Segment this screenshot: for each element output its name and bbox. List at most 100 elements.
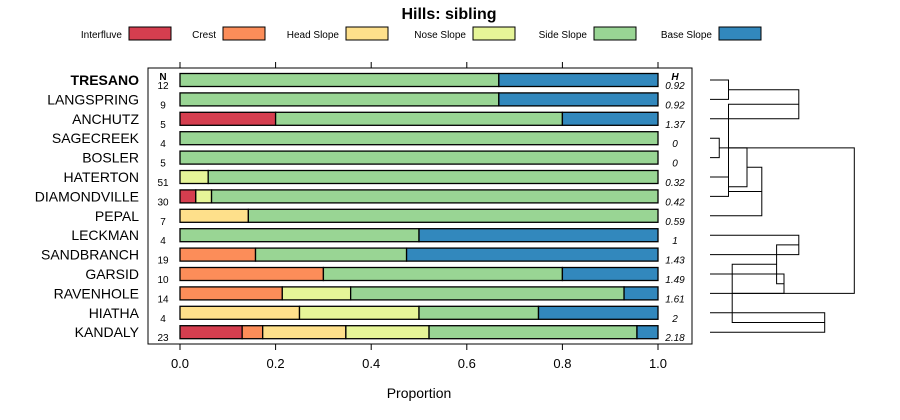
row-label-tresano: TRESANO <box>71 72 140 88</box>
row-label-kandaly: KANDALY <box>75 324 140 340</box>
bar-segment-base-slope <box>498 72 659 88</box>
bar-segment-base-slope <box>561 266 659 282</box>
x-axis-label: Proportion <box>387 385 452 401</box>
row-h-value: 0 <box>672 159 678 170</box>
row-n-value: 19 <box>157 256 169 267</box>
bar-segment-base-slope <box>537 305 659 320</box>
bar-segment-base-slope <box>418 228 659 243</box>
bar-segment-crest <box>179 247 257 262</box>
row-h-value: 0.92 <box>665 100 685 111</box>
legend-swatch-head-slope <box>345 26 389 41</box>
row-h-value: 0.32 <box>665 178 685 189</box>
row-h-value: 2 <box>671 314 678 325</box>
row-h-value: 1.43 <box>665 256 685 267</box>
h-column-header: H <box>671 72 679 83</box>
dendrogram-branch <box>719 147 748 188</box>
x-tick-label: 0.4 <box>362 356 380 371</box>
row-n-value: 9 <box>160 100 166 111</box>
bar-segment-base-slope <box>561 111 659 126</box>
n-column-header: N <box>159 72 166 83</box>
row-label-sandbranch: SANDBRANCH <box>41 247 139 263</box>
row-label-garsid: GARSID <box>85 266 139 282</box>
row-n-value: 30 <box>157 197 169 208</box>
row-label-pepal: PEPAL <box>95 208 139 224</box>
x-tick-label: 0.2 <box>267 356 285 371</box>
bar-segment-base-slope <box>498 92 659 107</box>
row-n-value: 4 <box>160 314 166 325</box>
legend-swatch-base-slope <box>718 26 762 41</box>
bar-segment-side-slope <box>322 266 564 282</box>
bar-segment-side-slope <box>247 208 659 223</box>
legend-label-nose-slope: Nose Slope <box>414 30 466 41</box>
bar-segment-nose-slope <box>179 169 209 185</box>
bar-segment-side-slope <box>210 189 659 204</box>
row-h-value: 2.18 <box>664 333 685 344</box>
legend-label-head-slope: Head Slope <box>287 30 340 41</box>
bar-segment-side-slope <box>349 286 625 301</box>
row-label-langspring: LANGSPRING <box>47 91 139 107</box>
bar-segment-head-slope <box>262 325 347 340</box>
row-n-value: 12 <box>157 81 169 92</box>
row-n-value: 5 <box>160 159 166 170</box>
row-h-value: 0 <box>672 139 678 150</box>
legend-label-interfluve: Interfluve <box>81 30 123 41</box>
row-label-haterton: HATERTON <box>64 169 139 185</box>
row-n-value: 4 <box>160 139 166 150</box>
plot-frame <box>147 67 693 345</box>
row-h-value: 0.92 <box>665 81 685 92</box>
dendrogram-branch <box>710 79 729 100</box>
bar-segment-side-slope <box>179 92 500 107</box>
bar-segment-interfluve <box>179 189 197 204</box>
bar-segment-nose-slope <box>195 189 213 204</box>
x-tick-label: 1.0 <box>649 356 667 371</box>
legend-label-base-slope: Base Slope <box>661 30 713 41</box>
legend: Interfluve Crest Head Slope Nose Slope Side … <box>81 26 762 41</box>
row-label-ravenhole: RAVENHOLE <box>54 285 139 301</box>
row-h-value: 1.61 <box>665 294 684 305</box>
bar-segment-side-slope <box>179 150 659 165</box>
bar-segment-nose-slope <box>345 325 430 340</box>
bar-segment-nose-slope <box>281 286 352 301</box>
row-n-value: 23 <box>157 333 169 344</box>
bar-segment-interfluve <box>179 111 277 126</box>
bar-segment-side-slope <box>207 169 659 185</box>
dendrogram-branch <box>728 147 855 294</box>
x-tick-label: 0.8 <box>553 356 571 371</box>
row-h-value: 1.49 <box>665 275 685 286</box>
row-n-value: 10 <box>157 275 169 286</box>
dendrogram-branch <box>710 176 729 197</box>
row-label-bosler: BOSLER <box>82 150 139 166</box>
bar-segment-crest <box>179 286 283 301</box>
chart-title: Hills: sibling <box>401 6 496 23</box>
legend-swatch-nose-slope <box>472 26 516 41</box>
bar-segment-crest <box>241 325 264 340</box>
row-h-value: 1.37 <box>665 120 685 131</box>
bar-segment-side-slope <box>418 305 540 320</box>
bar-segment-side-slope <box>179 131 659 146</box>
row-h-value: 1 <box>672 236 678 247</box>
row-label-leckman: LECKMAN <box>71 227 139 243</box>
row-label-anchutz: ANCHUTZ <box>72 111 139 127</box>
dendrogram-branch <box>776 244 799 285</box>
dendrogram-branch <box>710 273 785 294</box>
bar-segment-side-slope <box>179 228 420 243</box>
row-n-value: 14 <box>157 294 169 305</box>
row-label-diamondville: DIAMONDVILLE <box>35 188 139 204</box>
row-n-value: 7 <box>160 217 166 228</box>
bar-segment-head-slope <box>179 208 250 223</box>
row-n-value: 4 <box>160 236 166 247</box>
row-h-value: 0.42 <box>665 197 685 208</box>
x-tick-label: 0.6 <box>458 356 476 371</box>
bar-segment-base-slope <box>405 247 659 262</box>
bar-segment-nose-slope <box>298 305 420 320</box>
bar-segment-crest <box>179 266 325 282</box>
x-axis: 0.0 0.2 0.4 0.6 0.8 1.0 <box>171 62 667 371</box>
legend-swatch-interfluve <box>128 26 172 41</box>
legend-label-side-slope: Side Slope <box>539 30 588 41</box>
row-n-value: 51 <box>157 178 169 189</box>
dendrogram-branch <box>710 137 720 159</box>
legend-label-crest: Crest <box>192 30 216 41</box>
bar-segment-base-slope <box>623 286 659 301</box>
